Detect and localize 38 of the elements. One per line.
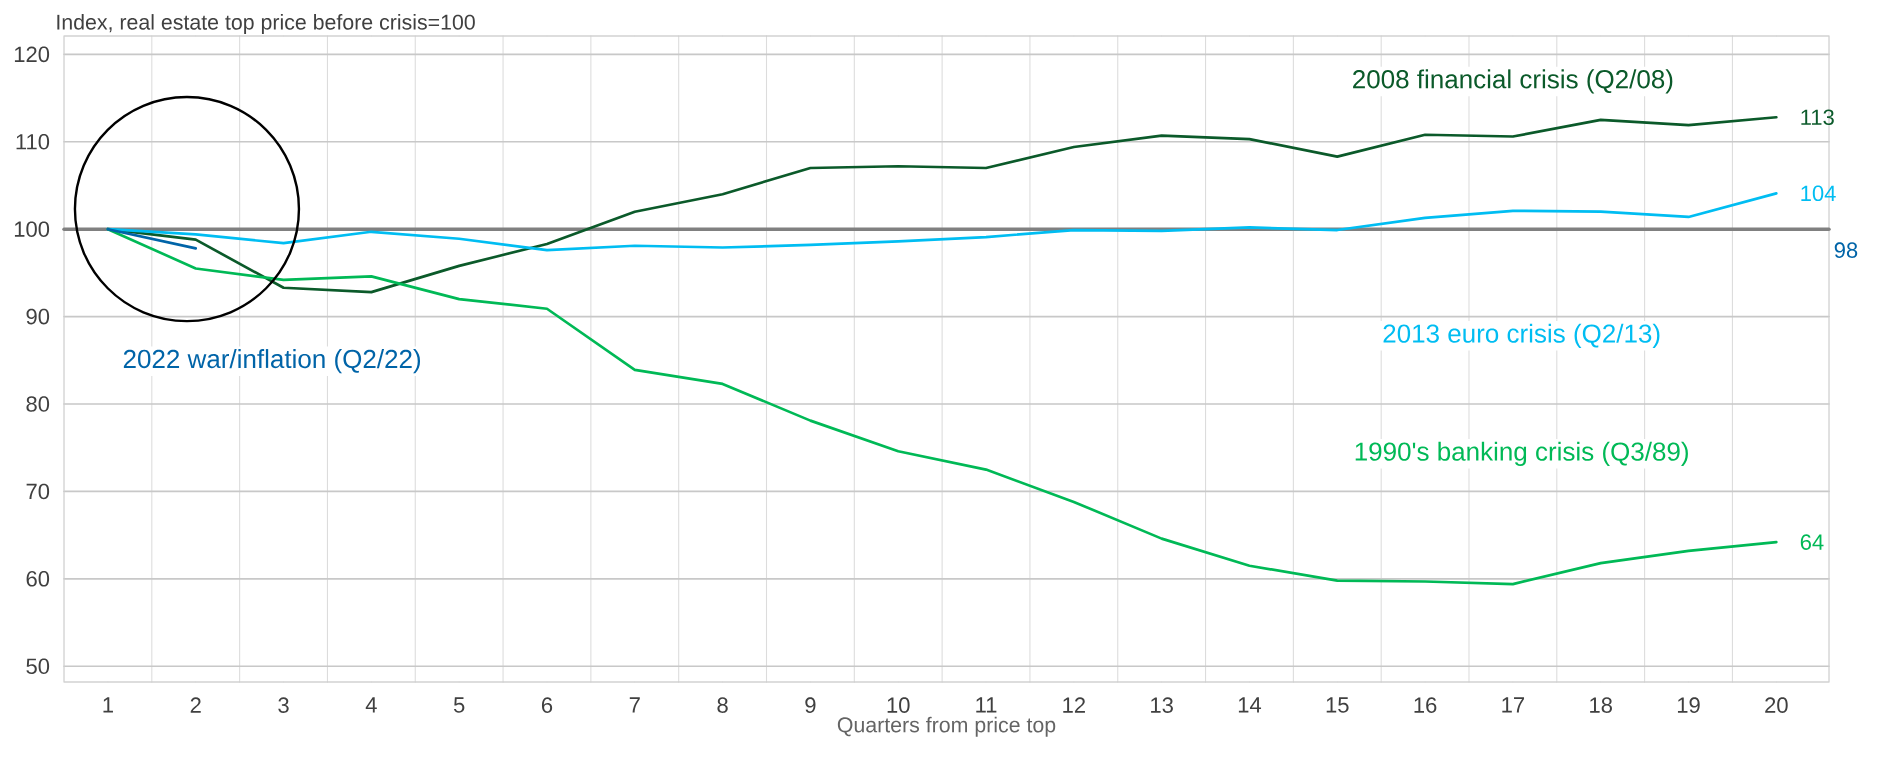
x-axis-title: Quarters from price top [837,716,1056,737]
x-tick-label: 13 [1151,697,1173,713]
text: 2013 euro crisis (Q2/13) [1383,323,1660,348]
y-tick-label: 100 [14,221,50,237]
x-tick-label: 10 [887,697,910,713]
x-tick-label: 16 [1414,697,1437,713]
y-tick-label: 80 [26,396,50,412]
x-tick-label: 5 [453,697,465,713]
x-tick-label: 8 [717,697,728,713]
y-tick-label: 120 [14,46,50,63]
x-tick-label: 2 [190,697,201,713]
x-tick-label: 3 [278,697,289,713]
x-tick-label: 11 [976,697,997,713]
data-label: 113 [1801,109,1834,126]
y-tick-label: 50 [26,658,50,675]
x-tick-label: 14 [1238,697,1262,713]
x-tick-label: 4 [365,697,377,713]
x-tick-label: 6 [541,697,553,713]
x-tick-label: 19 [1677,697,1700,713]
x-tick-label: 20 [1765,697,1788,713]
x-tick-label: 17 [1502,697,1525,713]
y-tick-label: 110 [16,133,50,150]
text: 2022 war/inflation (Q2/22) [123,349,421,374]
x-tick-label: 18 [1590,697,1612,713]
y-tick-label: 60 [26,571,50,587]
data-label: 64 [1800,534,1824,550]
x-tick-label: 12 [1063,697,1085,713]
data-label: 104 [1801,185,1836,202]
y-tick-label: 70 [26,483,50,500]
x-tick-label: 15 [1326,697,1349,713]
text: 98 [1834,242,1858,258]
x-tick-label: 7 [629,697,640,713]
x-tick-label: 1 [103,697,113,713]
x-tick-label: 9 [805,697,816,713]
series-label: 2008 financial crisis (Q2/08) [1353,69,1673,94]
text: 1990's banking crisis (Q3/89) [1355,441,1688,466]
y-tick-label: 90 [26,308,50,325]
y-axis-title: Index, real estate top price before crisis=100 [57,14,475,34]
